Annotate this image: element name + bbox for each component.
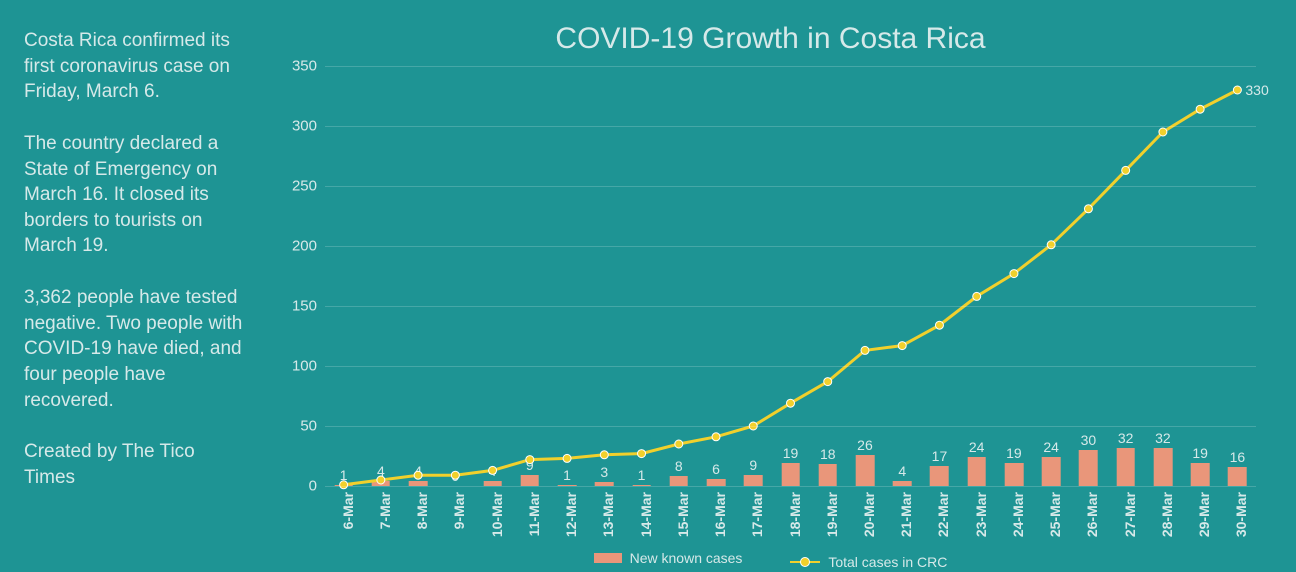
y-tick: 300 (277, 118, 317, 135)
y-tick: 250 (277, 178, 317, 195)
x-tick: 15-Mar (675, 492, 691, 537)
y-tick: 100 (277, 358, 317, 375)
line-marker (414, 471, 422, 479)
sidebar-p3: 3,362 people have tested negative. Two p… (24, 285, 245, 413)
line-marker (861, 346, 869, 354)
plot-area: 050100150200250300350 144049131869191826… (325, 66, 1256, 486)
line-marker (638, 450, 646, 458)
line-marker (787, 399, 795, 407)
x-tick: 26-Mar (1084, 492, 1100, 537)
line-swatch-icon (790, 561, 820, 563)
legend-line: Total cases in CRC (790, 554, 947, 570)
line-end-label: 330 (1245, 82, 1268, 98)
x-tick: 14-Mar (638, 492, 654, 537)
x-tick: 18-Mar (787, 492, 803, 537)
x-tick: 16-Mar (712, 492, 728, 537)
x-tick: 7-Mar (377, 492, 393, 529)
legend-bars-label: New known cases (630, 550, 743, 566)
chart-title: COVID-19 Growth in Costa Rica (275, 22, 1266, 56)
x-tick: 12-Mar (563, 492, 579, 537)
line-marker (1010, 270, 1018, 278)
y-tick: 0 (277, 478, 317, 495)
y-tick: 150 (277, 298, 317, 315)
grid-line (325, 66, 1256, 67)
line-marker (1084, 205, 1092, 213)
y-tick: 200 (277, 238, 317, 255)
x-axis: 6-Mar 7-Mar 8-Mar 9-Mar 10-Mar 11-Mar 12-Mar 13… (325, 486, 1256, 546)
grid-line (325, 306, 1256, 307)
x-tick: 10-Mar (489, 492, 505, 537)
line-marker (824, 378, 832, 386)
grid-line (325, 426, 1256, 427)
line-marker (973, 292, 981, 300)
y-tick: 50 (277, 418, 317, 435)
sidebar-p4: Created by The Tico Times (24, 439, 245, 490)
line-marker (377, 476, 385, 484)
line-marker (675, 440, 683, 448)
grid-line (325, 186, 1256, 187)
x-tick: 29-Mar (1196, 492, 1212, 537)
chart: COVID-19 Growth in Costa Rica 0501001502… (265, 0, 1296, 572)
sidebar-text: Costa Rica confirmed its first coronavir… (0, 0, 265, 572)
line-marker (898, 342, 906, 350)
x-tick: 30-Mar (1233, 492, 1249, 537)
y-tick: 350 (277, 58, 317, 75)
x-tick: 11-Mar (526, 492, 542, 536)
x-tick: 24-Mar (1010, 492, 1026, 537)
line-marker (563, 454, 571, 462)
line-marker (1159, 128, 1167, 136)
line-marker (600, 451, 608, 459)
line-marker (935, 321, 943, 329)
x-tick: 13-Mar (600, 492, 616, 537)
line-marker (712, 433, 720, 441)
x-tick: 20-Mar (861, 492, 877, 537)
line-marker (1233, 86, 1241, 94)
bar-swatch-icon (594, 553, 622, 563)
x-tick: 19-Mar (824, 492, 840, 537)
x-tick: 21-Mar (898, 492, 914, 537)
x-tick: 9-Mar (451, 492, 467, 529)
line-marker (1196, 105, 1204, 113)
x-tick: 17-Mar (749, 492, 765, 537)
sidebar-p1: Costa Rica confirmed its first coronavir… (24, 28, 245, 105)
x-tick: 6-Mar (340, 492, 356, 529)
line-marker (451, 471, 459, 479)
grid-line (325, 366, 1256, 367)
x-tick: 27-Mar (1122, 492, 1138, 537)
y-axis: 050100150200250300350 (281, 66, 321, 486)
line-layer (325, 66, 1256, 486)
sidebar-p2: The country declared a State of Emergenc… (24, 131, 245, 259)
legend: New known cases Total cases in CRC (275, 550, 1266, 570)
line-marker (1047, 241, 1055, 249)
x-tick: 23-Mar (973, 492, 989, 537)
legend-bars: New known cases (594, 550, 743, 566)
line-marker (1122, 166, 1130, 174)
grid-line (325, 246, 1256, 247)
x-tick: 25-Mar (1047, 492, 1063, 537)
grid-line (325, 126, 1256, 127)
x-tick: 28-Mar (1159, 492, 1175, 537)
line-marker (489, 466, 497, 474)
x-tick: 22-Mar (935, 492, 951, 537)
legend-line-label: Total cases in CRC (828, 554, 947, 570)
line-marker (526, 456, 534, 464)
x-tick: 8-Mar (414, 492, 430, 529)
